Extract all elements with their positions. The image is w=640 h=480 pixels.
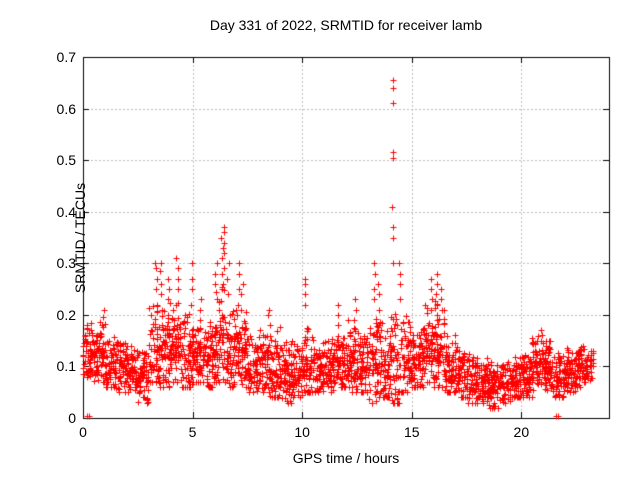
x-tick-label: 5 xyxy=(188,424,197,440)
x-axis-label: GPS time / hours xyxy=(292,450,400,466)
x-tick-label: 15 xyxy=(403,424,420,440)
y-tick-label: 0.3 xyxy=(56,255,76,272)
y-tick-label: 0.7 xyxy=(56,49,76,65)
y-tick-label: 0 xyxy=(68,410,76,426)
y-tick-label: 0.6 xyxy=(56,100,76,117)
x-tick-label: 20 xyxy=(513,424,530,440)
y-tick-label: 0.5 xyxy=(56,152,76,169)
y-tick-label: 0.2 xyxy=(56,306,76,323)
x-tick-label: 0 xyxy=(79,424,87,440)
y-tick-label: 0.4 xyxy=(56,203,76,220)
y-tick-label: 0.1 xyxy=(56,358,76,375)
x-tick-label: 10 xyxy=(294,424,310,440)
